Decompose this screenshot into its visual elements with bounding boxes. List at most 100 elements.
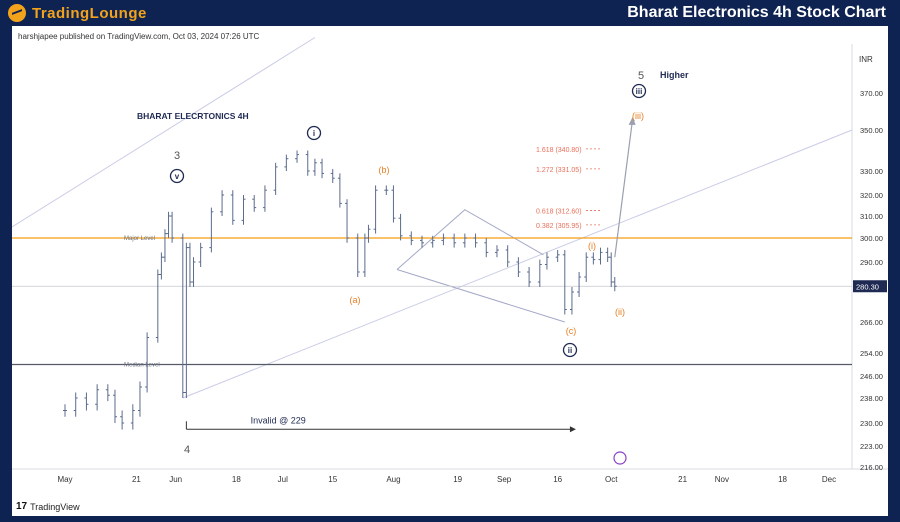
wave-circle-icon	[306, 125, 322, 141]
wave-label: v	[175, 172, 180, 181]
projection-arrow-line	[614, 118, 634, 258]
wave-label: (a)	[350, 295, 361, 305]
price-bar	[184, 242, 189, 398]
price-bar	[544, 252, 549, 270]
x-tick-label: Aug	[386, 475, 400, 484]
wave-circle-icon	[631, 83, 647, 99]
price-bar	[355, 233, 360, 277]
x-tick-label: 21	[678, 475, 687, 484]
price-bar	[505, 245, 510, 267]
price-bar	[605, 247, 610, 262]
wave-label: (iii)	[632, 111, 644, 121]
x-tick-label: 18	[232, 475, 241, 484]
triangle-lower-line	[396, 269, 565, 323]
price-bar	[112, 389, 117, 423]
price-bar	[209, 207, 214, 253]
currency-label: INR	[859, 55, 873, 64]
tradinglounge-logo: TradingLounge	[8, 3, 147, 23]
price-bar	[241, 195, 246, 225]
price-bar	[120, 410, 125, 430]
price-bar	[130, 404, 135, 430]
y-tick-label: 320.00	[860, 191, 883, 200]
fib-label: 1.618 (340.80)	[536, 147, 582, 154]
invalidation-label: Invalid @ 229	[251, 415, 306, 425]
y-tick-label: 238.00	[860, 394, 883, 403]
price-bar	[484, 238, 489, 258]
tradingview-brand-text: TradingView	[30, 501, 80, 512]
chart-canvas[interactable]: 370.00 350.00 330.00 320.00 310.00 300.00 290.…	[11, 26, 888, 516]
price-bar	[398, 213, 403, 241]
header-bar: TradingLounge Bharat Electronics 4h Stoc…	[0, 0, 900, 26]
price-bar	[73, 392, 78, 417]
x-tick-label: 19	[453, 475, 462, 484]
channel-lower-line	[182, 129, 853, 399]
price-bar	[159, 252, 164, 280]
channel-upper-line	[11, 37, 316, 228]
price-bar	[609, 252, 614, 287]
price-bar	[320, 158, 325, 179]
y-tick-label: 330.00	[860, 167, 883, 176]
price-bar	[409, 231, 414, 246]
x-tick-label: 21	[132, 475, 141, 484]
fib-label: 0.618 (312.60)	[536, 209, 582, 216]
x-tick-label: Dec	[822, 475, 836, 484]
price-bar	[569, 287, 574, 315]
wave-label: (i)	[588, 241, 596, 251]
wave-label: iii	[636, 87, 643, 96]
wave-label: 3	[174, 150, 180, 162]
price-bar	[337, 173, 342, 208]
level-label: Major Level	[124, 236, 155, 242]
price-bar	[373, 185, 378, 234]
price-bar	[345, 199, 350, 243]
price-bar	[220, 190, 225, 216]
wave-label: 5	[638, 70, 644, 82]
price-bar	[391, 185, 396, 223]
price-bar	[230, 190, 235, 225]
price-bar	[105, 384, 110, 402]
x-tick-label: 16	[553, 475, 562, 484]
wave-label: i	[313, 129, 315, 138]
price-bar	[362, 233, 367, 277]
price-bar	[137, 381, 142, 417]
price-bar	[494, 245, 499, 258]
y-tick-label: 290.00	[860, 258, 883, 267]
published-line: harshjapee published on TradingView.com,…	[18, 32, 260, 41]
fib-label: 0.382 (305.95)	[536, 223, 582, 230]
x-tick-label: Jun	[169, 475, 182, 484]
wave-circle-icon	[169, 168, 185, 184]
price-bar	[562, 250, 567, 315]
price-bar	[420, 235, 424, 248]
y-tick-label: 266.00	[860, 318, 883, 327]
price-bar	[162, 229, 167, 262]
y-tick-label: 223.00	[860, 442, 883, 451]
price-bar	[187, 242, 192, 287]
price-bar	[180, 233, 185, 398]
price-bar	[95, 384, 100, 411]
chart-title: BHARAT ELECRTONICS 4H	[137, 111, 249, 121]
last-price-label: 280.30	[856, 282, 879, 291]
triangle-upper-line	[396, 209, 544, 270]
price-bar	[598, 247, 603, 265]
price-bar	[155, 269, 160, 343]
wave-label: ii	[568, 346, 572, 355]
price-bar	[84, 392, 89, 411]
price-bar	[577, 272, 582, 297]
price-bar	[295, 150, 300, 163]
price-bar	[191, 257, 196, 287]
tradingview-brand: 17 TradingView	[16, 501, 80, 512]
price-bar	[252, 195, 257, 212]
price-bar	[63, 404, 67, 417]
chart-panel[interactable]: harshjapee published on TradingView.com,…	[11, 26, 888, 516]
tradingview-logo-icon: 17	[16, 501, 28, 512]
level-label: Median Level	[124, 363, 160, 369]
price-bar	[516, 257, 521, 277]
price-bar	[555, 250, 560, 262]
projection-arrowhead	[628, 116, 636, 125]
price-bar	[441, 233, 446, 246]
wave-label: (b)	[379, 165, 390, 175]
wave-circle-icon	[562, 342, 578, 358]
y-tick-label: 350.00	[860, 126, 883, 135]
y-tick-label: 254.00	[860, 349, 883, 358]
price-bar	[473, 233, 478, 248]
price-bar	[145, 332, 150, 393]
